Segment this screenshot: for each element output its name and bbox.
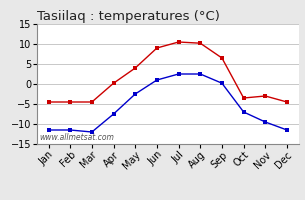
Text: www.allmetsat.com: www.allmetsat.com [39,133,114,142]
Text: Tasiilaq : temperatures (°C): Tasiilaq : temperatures (°C) [37,10,220,23]
